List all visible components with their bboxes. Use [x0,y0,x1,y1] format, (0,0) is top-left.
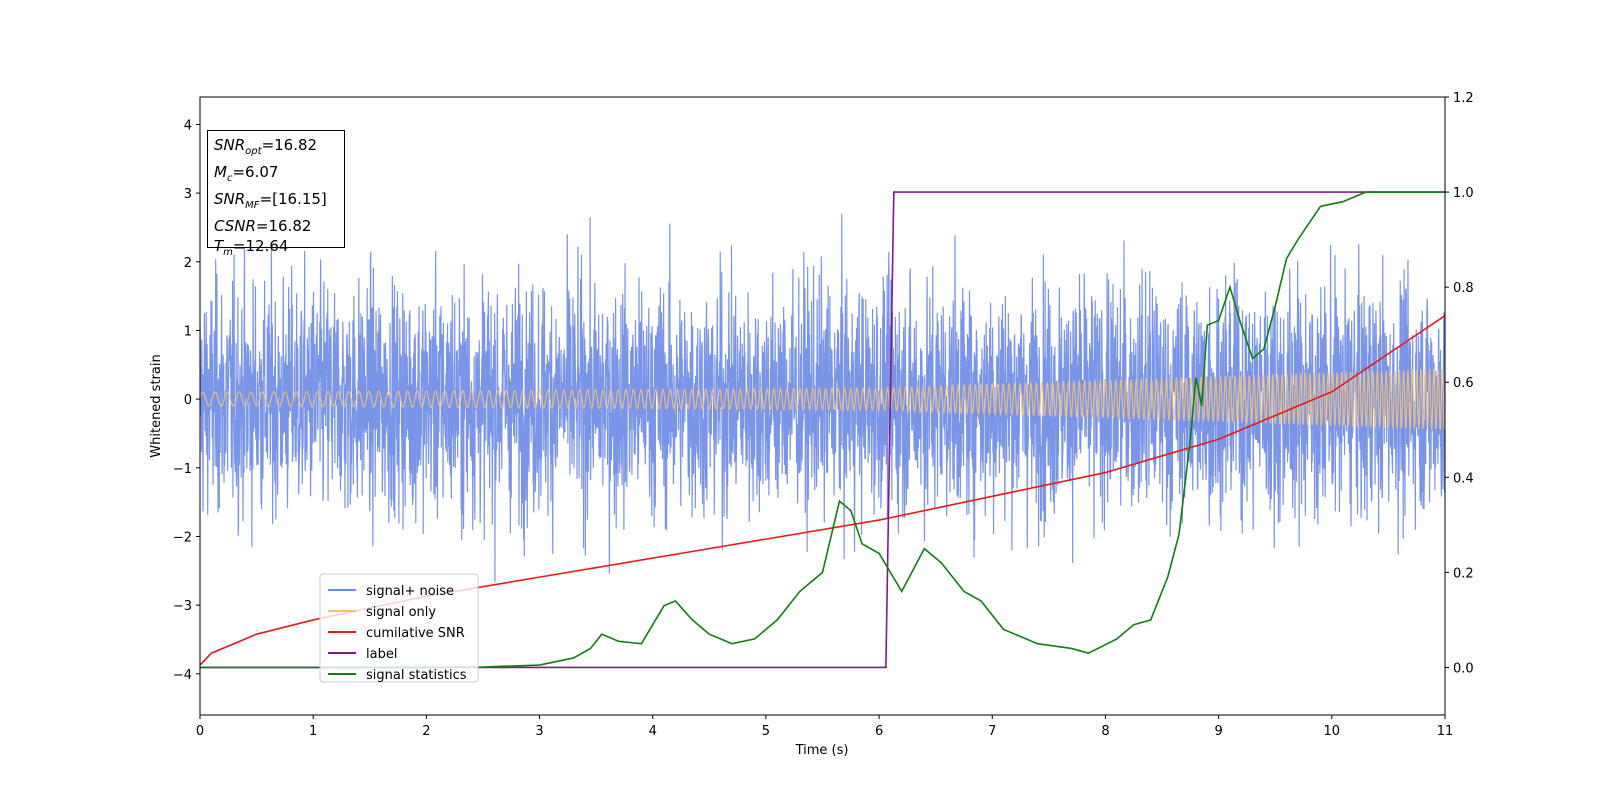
y2-tick-label: 1.2 [1453,91,1474,106]
snr-opt-label: SNR [214,136,246,154]
tm-label: T [214,237,224,255]
tm-row: Tm=12.64 [214,236,338,263]
y-tick-label: −3 [173,599,192,614]
csnr-label: CSNR [214,217,256,235]
x-tick-label: 11 [1437,724,1454,739]
y-tick-label: 0 [184,393,192,408]
y2-tick-label: 0.0 [1453,661,1474,676]
y-axis-title: Whitened strain [149,354,164,457]
legend-label: label [366,647,397,662]
y2-tick-label: 0.8 [1453,281,1474,296]
x-tick-label: 1 [309,724,317,739]
mc-value: =6.07 [232,163,279,181]
x-axis-title: Time (s) [795,743,849,758]
legend-frame [319,573,479,683]
csnr-value: =16.82 [255,217,312,235]
mc-label: M [214,163,227,181]
y2-tick-label: 0.2 [1453,566,1474,581]
snr-mf-subscript: MF [245,200,260,211]
series-signal-only [200,367,1445,431]
plot-series-layer [200,191,1445,669]
mc-subscript: c [226,173,233,184]
y-tick-label: −2 [173,530,192,545]
legend-label: signal+ noise [366,584,454,599]
x-tick-label: 10 [1324,724,1341,739]
series-signal-noise [200,213,1445,582]
series-cumulative-snr [200,315,1445,666]
mc-row: Mc=6.07 [214,162,338,189]
x-tick-label: 9 [1214,724,1222,739]
tm-subscript: m [223,247,233,258]
snr-mf-label: SNR [214,190,246,208]
snr-opt-subscript: opt [245,146,262,157]
legend-label: signal only [366,605,436,620]
tm-value: =12.64 [232,237,289,255]
stats-box: SNRopt=16.82 Mc=6.07 SNRMF=[16.15] CSNR=… [207,130,345,258]
y-tick-label: −1 [173,462,192,477]
legend-label: cumilative SNR [366,626,465,641]
x-tick-label: 5 [762,724,770,739]
series-signal-statistics [200,191,1445,669]
x-tick-label: 6 [875,724,883,739]
x-tick-label: 2 [422,724,430,739]
x-tick-label: 8 [1101,724,1109,739]
plot-frame [199,96,1446,716]
snr-mf-row: SNRMF=[16.15] [214,189,338,216]
snr-mf-value: =[16.15] [259,190,327,208]
legend-label: signal statistics [366,668,467,683]
legend: signal+ noise signal only cumilative SNR la… [319,573,479,683]
y2-tick-label: 1.0 [1453,186,1474,201]
y2-tick-label: 0.4 [1453,471,1474,486]
y-tick-label: 3 [184,187,192,202]
y-tick-label: −4 [173,668,192,683]
snr-opt-row: SNRopt=16.82 [214,135,338,162]
x-tick-label: 3 [535,724,543,739]
axes-layer: 0 1 2 3 4 5 6 7 8 9 10 11 −4 −3 −2 −1 0 1 2 3 4 0.0 0.2 0.4 0.6 0… [173,91,1474,739]
x-tick-label: 7 [988,724,996,739]
series-label [200,191,1445,669]
x-tick-label: 0 [196,724,204,739]
y-tick-label: 2 [184,256,192,271]
y2-tick-label: 0.6 [1453,376,1474,391]
y-tick-label: 1 [184,324,192,339]
csnr-row: CSNR=16.82 [214,216,338,236]
y-tick-label: 4 [184,118,192,133]
x-tick-label: 4 [649,724,657,739]
snr-opt-value: =16.82 [261,136,318,154]
